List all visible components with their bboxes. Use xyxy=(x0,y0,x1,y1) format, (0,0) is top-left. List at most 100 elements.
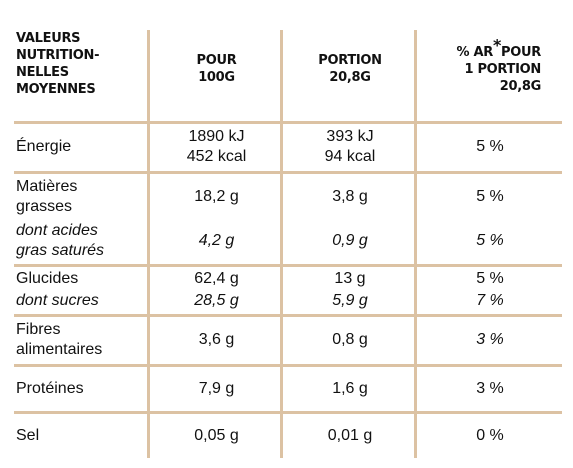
row-divider xyxy=(14,171,562,174)
row-divider xyxy=(14,411,562,414)
value-cell: 5 % xyxy=(417,174,563,219)
nutrient-label: Matières grasses xyxy=(0,174,150,219)
value-cell: 3 % xyxy=(417,317,563,363)
value-cell: 13 g xyxy=(283,268,417,290)
cell-text: Énergie xyxy=(16,138,72,155)
nutrient-label: Glucides xyxy=(0,268,150,290)
cell-text: dont acides xyxy=(16,222,98,239)
header-text: 20,8G xyxy=(499,79,542,94)
header-row: VALEURS NUTRITION- NELLES MOYENNES POUR … xyxy=(0,30,573,118)
cell-text: alimentaires xyxy=(16,341,103,358)
cell-text: 5 % xyxy=(476,187,504,205)
cell-text: 7 % xyxy=(476,292,504,309)
column-divider xyxy=(414,30,417,458)
row-divider xyxy=(14,314,562,317)
cell-text: 452 kcal xyxy=(186,148,247,165)
table-row: Glucides 62,4 g 13 g 5 % xyxy=(0,268,573,290)
value-cell: 0,9 g xyxy=(283,219,417,263)
row-divider xyxy=(14,264,562,267)
cell-text: 1,6 g xyxy=(332,379,368,397)
table-row: dont acides gras saturés 4,2 g 0,9 g 5 % xyxy=(0,219,573,263)
cell-text: 94 kcal xyxy=(324,148,376,165)
row-divider xyxy=(14,364,562,367)
nutrient-label: dont acides gras saturés xyxy=(0,219,150,263)
value-cell: 0,8 g xyxy=(283,317,417,363)
value-cell: 5,9 g xyxy=(283,290,417,312)
cell-text: Protéines xyxy=(16,379,84,397)
value-cell: 3,6 g xyxy=(150,317,283,363)
header-text: MOYENNES xyxy=(16,82,96,97)
cell-text: 0,8 g xyxy=(332,331,368,348)
cell-text: grasses xyxy=(16,197,73,215)
table-row: Fibres alimentaires 3,6 g 0,8 g 3 % xyxy=(0,317,573,363)
nutrient-label: Protéines xyxy=(0,367,150,410)
value-cell: 3 % xyxy=(417,367,563,410)
table-row: dont sucres 28,5 g 5,9 g 7 % xyxy=(0,290,573,312)
table-row: Protéines 7,9 g 1,6 g 3 % xyxy=(0,367,573,410)
cell-text: 0,9 g xyxy=(332,232,368,249)
cell-text: gras saturés xyxy=(16,242,105,259)
value-cell: 3,8 g xyxy=(283,174,417,219)
cell-text: dont sucres xyxy=(16,292,99,309)
value-cell: 5 % xyxy=(417,124,563,170)
cell-text: 5 % xyxy=(476,270,504,287)
cell-text: Fibres xyxy=(16,321,61,338)
column-divider xyxy=(280,30,283,458)
value-cell: 1890 kJ 452 kcal xyxy=(150,124,283,170)
cell-text: 3,6 g xyxy=(198,331,235,348)
value-cell: 0 % xyxy=(417,414,563,458)
cell-text: 3,8 g xyxy=(332,187,368,205)
cell-text: 0 % xyxy=(476,427,504,444)
cell-text: 3 % xyxy=(476,331,504,348)
header-text: PORTION xyxy=(318,53,382,68)
cell-text: 4,2 g xyxy=(198,232,235,249)
value-cell: 0,01 g xyxy=(283,414,417,458)
header-text: POUR xyxy=(501,45,541,60)
value-cell: 0,05 g xyxy=(150,414,283,458)
cell-text: 1890 kJ xyxy=(188,128,245,145)
cell-text: 393 kJ xyxy=(326,128,374,145)
value-cell: 28,5 g xyxy=(150,290,283,312)
cell-text: 5 % xyxy=(476,138,504,155)
cell-text: Matières xyxy=(16,177,78,195)
nutrient-label: dont sucres xyxy=(0,290,150,312)
value-cell: 1,6 g xyxy=(283,367,417,410)
cell-text: Glucides xyxy=(16,270,79,287)
value-cell: 7 % xyxy=(417,290,563,312)
cell-text: 28,5 g xyxy=(194,292,239,309)
header-text: % AR xyxy=(456,45,494,60)
header-text: 20,8G xyxy=(329,70,371,85)
value-cell: 18,2 g xyxy=(150,174,283,219)
value-cell: 4,2 g xyxy=(150,219,283,263)
cell-text: 18,2 g xyxy=(194,187,239,205)
value-cell: 62,4 g xyxy=(150,268,283,290)
cell-text: 5 % xyxy=(476,232,504,249)
value-cell: 5 % xyxy=(417,219,563,263)
cell-text: Sel xyxy=(16,427,40,444)
value-cell: 393 kJ 94 kcal xyxy=(283,124,417,170)
cell-text: 0,05 g xyxy=(194,427,239,444)
cell-text: 0,01 g xyxy=(327,427,373,444)
column-divider xyxy=(147,30,150,458)
table-row: Sel 0,05 g 0,01 g 0 % xyxy=(0,414,573,458)
table-row: Matières grasses 18,2 g 3,8 g 5 % xyxy=(0,174,573,219)
row-divider xyxy=(14,121,562,124)
header-text: 100G xyxy=(198,70,235,85)
asterisk: * xyxy=(492,35,502,55)
value-cell: 7,9 g xyxy=(150,367,283,410)
header-text: VALEURS xyxy=(16,31,81,46)
cell-text: 13 g xyxy=(334,270,366,287)
nutrient-label: Fibres alimentaires xyxy=(0,317,150,363)
cell-text: 62,4 g xyxy=(194,270,239,287)
header-text: 1 PORTION xyxy=(464,62,541,77)
cell-text: 3 % xyxy=(476,379,504,397)
header-text: NELLES xyxy=(16,65,69,80)
nutrient-label: Sel xyxy=(0,414,150,458)
cell-text: 5,9 g xyxy=(332,292,368,309)
cell-text: 7,9 g xyxy=(198,379,235,397)
nutrient-label: Énergie xyxy=(0,124,150,170)
header-text: POUR xyxy=(196,53,237,68)
value-cell: 5 % xyxy=(417,268,563,290)
header-text: NUTRITION- xyxy=(16,48,100,63)
